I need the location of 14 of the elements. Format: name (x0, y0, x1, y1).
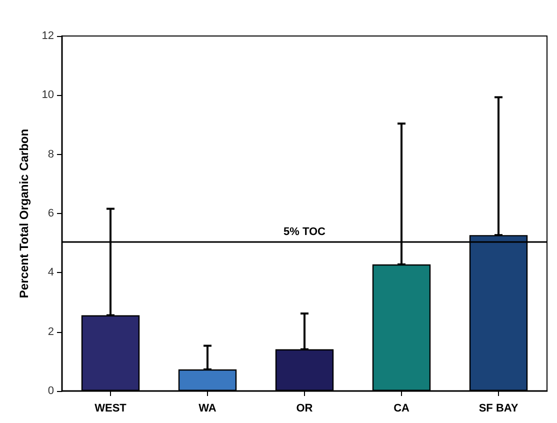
x-tick-label: OR (296, 402, 313, 414)
x-tick-label: SF BAY (478, 402, 519, 414)
y-tick-label: 10 (42, 89, 54, 102)
y-tick-label: 8 (48, 148, 54, 160)
y-tick-label: 0 (48, 385, 54, 397)
x-tick-label: CA (394, 402, 410, 414)
y-axis-title: Percent Total Organic Carbon (17, 128, 31, 298)
x-tick-label: WEST (94, 402, 127, 414)
y-tick-label: 2 (48, 326, 54, 338)
ref-line-label: 5% TOC (284, 226, 326, 238)
y-tick-label: 4 (48, 266, 54, 279)
y-tick-label: 12 (42, 30, 54, 42)
x-tick-label: WA (198, 402, 216, 414)
y-tick-label: 6 (48, 208, 54, 220)
